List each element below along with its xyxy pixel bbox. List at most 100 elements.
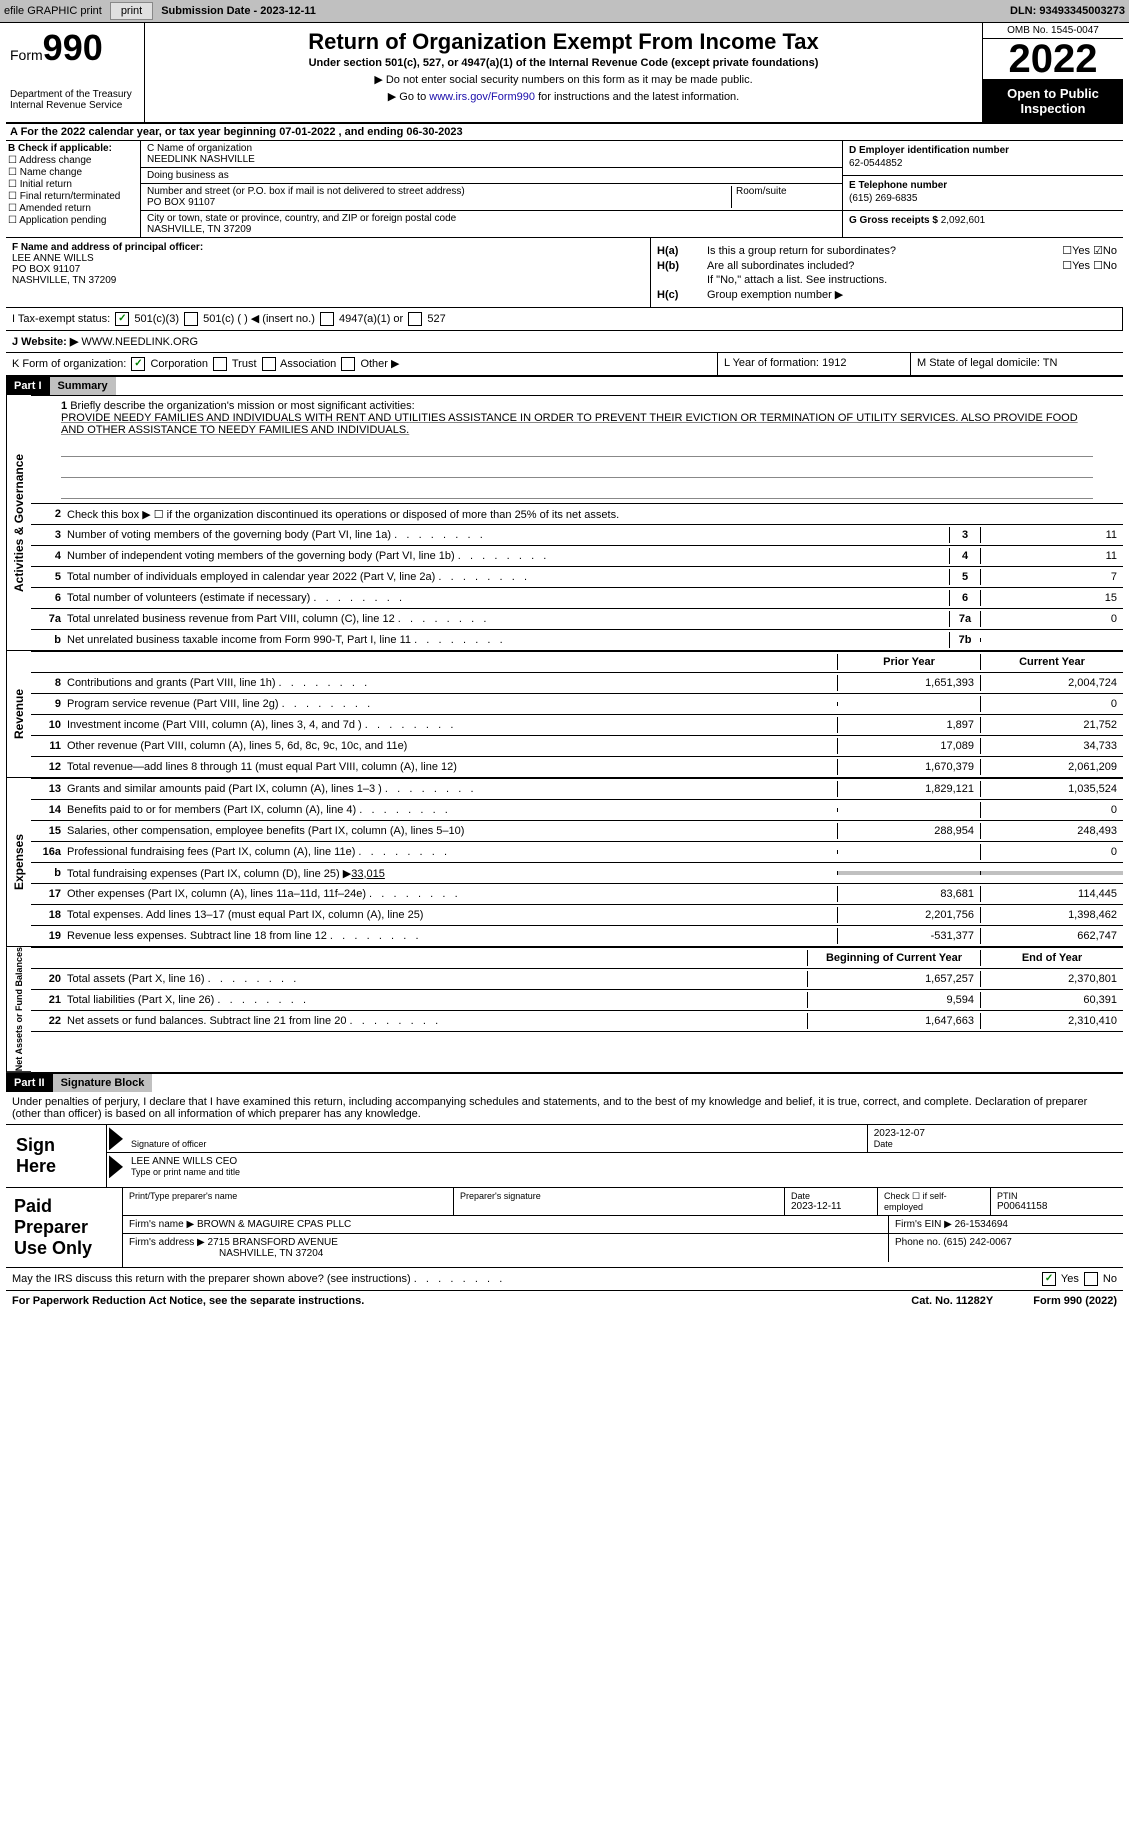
irs-link[interactable]: www.irs.gov/Form990: [429, 91, 535, 103]
paperwork-notice: For Paperwork Reduction Act Notice, see …: [12, 1295, 364, 1307]
part2-header: Part II: [6, 1074, 53, 1092]
line11-prior: 17,089: [837, 738, 980, 754]
end-year-hdr: End of Year: [980, 950, 1123, 966]
form-number: 990: [43, 27, 103, 68]
open-public: Open to Public Inspection: [983, 80, 1123, 122]
tab-revenue: Revenue: [6, 651, 31, 778]
line9-prior: [837, 702, 980, 706]
firm-name: BROWN & MAGUIRE CPAS PLLC: [197, 1219, 351, 1230]
line3-val: 11: [980, 527, 1123, 543]
line19-curr: 662,747: [980, 928, 1123, 944]
cb-501c3[interactable]: [115, 312, 129, 326]
form-word: Form: [10, 47, 43, 63]
cb-name-change[interactable]: ☐ Name change: [8, 167, 138, 178]
ptin-label: PTIN: [997, 1191, 1117, 1201]
line21-begin: 9,594: [807, 992, 980, 1008]
line12-prior: 1,670,379: [837, 759, 980, 775]
line21-text: Total liabilities (Part X, line 26): [67, 992, 807, 1008]
line16a-text: Professional fundraising fees (Part IX, …: [67, 844, 837, 860]
firm-ein: 26-1534694: [955, 1219, 1008, 1230]
officer-addr2: NASHVILLE, TN 37209: [12, 275, 644, 286]
line22-begin: 1,647,663: [807, 1013, 980, 1029]
line19-text: Revenue less expenses. Subtract line 18 …: [67, 928, 837, 944]
addr-label: Number and street (or P.O. box if mail i…: [147, 186, 731, 197]
part1-header: Part I: [6, 377, 50, 395]
cb-501c[interactable]: [184, 312, 198, 326]
line6-text: Total number of volunteers (estimate if …: [67, 590, 949, 606]
cb-other[interactable]: [341, 357, 355, 371]
goto-notice: ▶ Go to www.irs.gov/Form990 for instruct…: [149, 90, 978, 103]
gross-label: G Gross receipts $: [849, 215, 938, 226]
hc-text: Group exemption number ▶: [707, 288, 1117, 301]
firm-addr2: NASHVILLE, TN 37204: [219, 1248, 323, 1259]
cb-final-return[interactable]: ☐ Final return/terminated: [8, 191, 138, 202]
line16a-curr: 0: [980, 844, 1123, 860]
line17-text: Other expenses (Part IX, column (A), lin…: [67, 886, 837, 902]
line11-curr: 34,733: [980, 738, 1123, 754]
cb-amended-return[interactable]: ☐ Amended return: [8, 203, 138, 214]
line7b-text: Net unrelated business taxable income fr…: [67, 632, 949, 648]
mission-text: PROVIDE NEEDY FAMILIES AND INDIVIDUALS W…: [61, 412, 1078, 436]
j-label: J Website: ▶: [12, 336, 78, 348]
tab-netassets: Net Assets or Fund Balances: [6, 947, 31, 1072]
hb-yesno[interactable]: ☐Yes ☐No: [997, 259, 1117, 272]
m-label: M State of legal domicile:: [917, 357, 1040, 369]
ssn-notice: ▶ Do not enter social security numbers o…: [149, 73, 978, 86]
print-button[interactable]: print: [110, 2, 153, 20]
ha-yesno[interactable]: ☐Yes ☑No: [997, 244, 1117, 257]
cb-4947[interactable]: [320, 312, 334, 326]
form-subtitle: Under section 501(c), 527, or 4947(a)(1)…: [149, 57, 978, 69]
line18-text: Total expenses. Add lines 13–17 (must eq…: [67, 907, 837, 923]
line13-prior: 1,829,121: [837, 781, 980, 797]
line13-curr: 1,035,524: [980, 781, 1123, 797]
cb-trust[interactable]: [213, 357, 227, 371]
city-label: City or town, state or province, country…: [147, 213, 836, 224]
efile-label: efile GRAPHIC print: [4, 5, 102, 17]
line18-curr: 1,398,462: [980, 907, 1123, 923]
line20-end: 2,370,801: [980, 971, 1123, 987]
tel-value: (615) 269-6835: [849, 191, 1117, 206]
line9-text: Program service revenue (Part VIII, line…: [67, 696, 837, 712]
k-label: K Form of organization:: [12, 358, 126, 370]
line7a-val: 0: [980, 611, 1123, 627]
cb-assoc[interactable]: [262, 357, 276, 371]
cb-initial-return[interactable]: ☐ Initial return: [8, 179, 138, 190]
line8-text: Contributions and grants (Part VIII, lin…: [67, 675, 837, 691]
dept-treasury: Department of the Treasury Internal Reve…: [10, 89, 140, 111]
cb-corp[interactable]: [131, 357, 145, 371]
line7a-text: Total unrelated business revenue from Pa…: [67, 611, 949, 627]
part1-title: Summary: [50, 377, 116, 395]
line16b-curr: [980, 871, 1123, 875]
firm-name-label: Firm's name ▶: [129, 1219, 194, 1230]
prep-date: 2023-12-11: [791, 1201, 871, 1212]
may-discuss-yesno[interactable]: Yes No: [1040, 1272, 1117, 1286]
line12-curr: 2,061,209: [980, 759, 1123, 775]
line20-begin: 1,657,257: [807, 971, 980, 987]
cb-527[interactable]: [408, 312, 422, 326]
cb-address-change[interactable]: ☐ Address change: [8, 155, 138, 166]
form-footer: Form 990 (2022): [1033, 1295, 1117, 1307]
sig-name-label: Type or print name and title: [131, 1167, 1117, 1177]
prep-sig-label: Preparer's signature: [460, 1191, 778, 1201]
line10-prior: 1,897: [837, 717, 980, 733]
line5-text: Total number of individuals employed in …: [67, 569, 949, 585]
line4-text: Number of independent voting members of …: [67, 548, 949, 564]
sig-officer-label: Signature of officer: [131, 1139, 861, 1149]
firm-phone-label: Phone no.: [895, 1237, 941, 1248]
dln-label: DLN: 93493345003273: [1010, 5, 1125, 17]
sign-here-label: Sign Here: [6, 1125, 106, 1187]
top-bar: efile GRAPHIC print print Submission Dat…: [0, 0, 1129, 23]
line19-prior: -531,377: [837, 928, 980, 944]
line12-text: Total revenue—add lines 8 through 11 (mu…: [67, 759, 837, 775]
ha-text: Is this a group return for subordinates?: [707, 245, 997, 257]
line20-text: Total assets (Part X, line 16): [67, 971, 807, 987]
l-value: 1912: [822, 357, 846, 369]
perjury-declaration: Under penalties of perjury, I declare th…: [6, 1092, 1123, 1124]
prep-name-label: Print/Type preparer's name: [129, 1191, 447, 1201]
ein-label: D Employer identification number: [849, 145, 1117, 156]
line4-val: 11: [980, 548, 1123, 564]
line5-val: 7: [980, 569, 1123, 585]
sig-date-label: Date: [874, 1139, 1117, 1149]
arrow-icon: [109, 1155, 123, 1178]
cb-app-pending[interactable]: ☐ Application pending: [8, 215, 138, 226]
